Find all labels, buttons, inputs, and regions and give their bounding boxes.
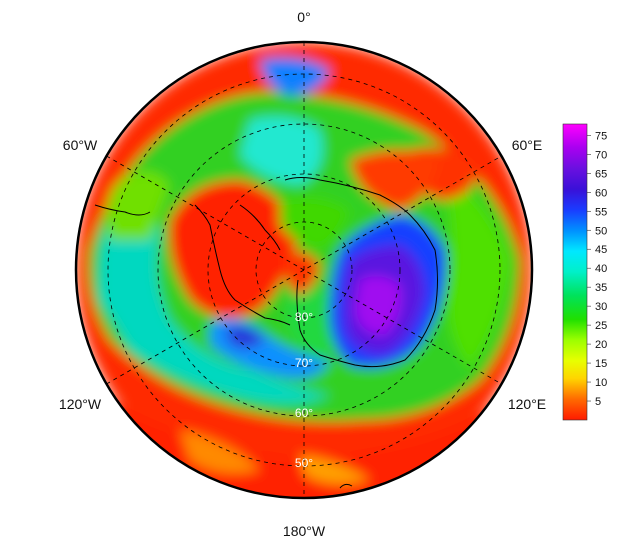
colorbar-tick-label: 10 xyxy=(595,377,607,389)
colorbar-tick-label: 75 xyxy=(595,130,607,142)
colorbar-ramp xyxy=(563,124,587,420)
colorbar-ticks: 75 70 65 60 55 50 45 40 35 30 25 20 15 10 5 xyxy=(587,130,607,408)
colorbar-tick-label: 45 xyxy=(595,244,607,256)
lon-label-0: 0° xyxy=(297,9,310,25)
colorbar-tick-label: 65 xyxy=(595,168,607,180)
colorbar-tick-label: 25 xyxy=(595,320,607,332)
lon-label-120w: 120°W xyxy=(59,396,102,412)
colorbar-tick-label: 20 xyxy=(595,339,607,351)
map-frame xyxy=(74,40,534,500)
lat-label-80: 80° xyxy=(295,310,313,324)
lat-label-60: 60° xyxy=(295,406,313,420)
colorbar-tick-label: 60 xyxy=(595,187,607,199)
lat-label-70: 70° xyxy=(295,356,313,370)
colorbar-border xyxy=(562,123,588,421)
lon-label-60e: 60°E xyxy=(512,137,543,153)
colorbar-tick-label: 5 xyxy=(595,396,601,408)
colorbar-tick-label: 40 xyxy=(595,263,607,275)
graticule xyxy=(106,42,502,498)
coastlines xyxy=(94,177,438,489)
lat-label-50: 50° xyxy=(295,456,313,470)
data-field xyxy=(76,42,532,498)
colorbar-tick-label: 35 xyxy=(595,282,607,294)
colorbar-tick-label: 70 xyxy=(595,149,607,161)
lon-label-60w: 60°W xyxy=(63,137,98,153)
colorbar-tick-label: 55 xyxy=(595,206,607,218)
colorbar: 75 70 65 60 55 50 45 40 35 30 25 20 15 10 5 xyxy=(562,123,607,421)
colorbar-tick-label: 30 xyxy=(595,301,607,313)
colorbar-tick-label: 15 xyxy=(595,358,607,370)
colorbar-tick-label: 50 xyxy=(595,225,607,237)
lon-label-120e: 120°E xyxy=(508,396,546,412)
lon-label-180w: 180°W xyxy=(283,523,326,539)
